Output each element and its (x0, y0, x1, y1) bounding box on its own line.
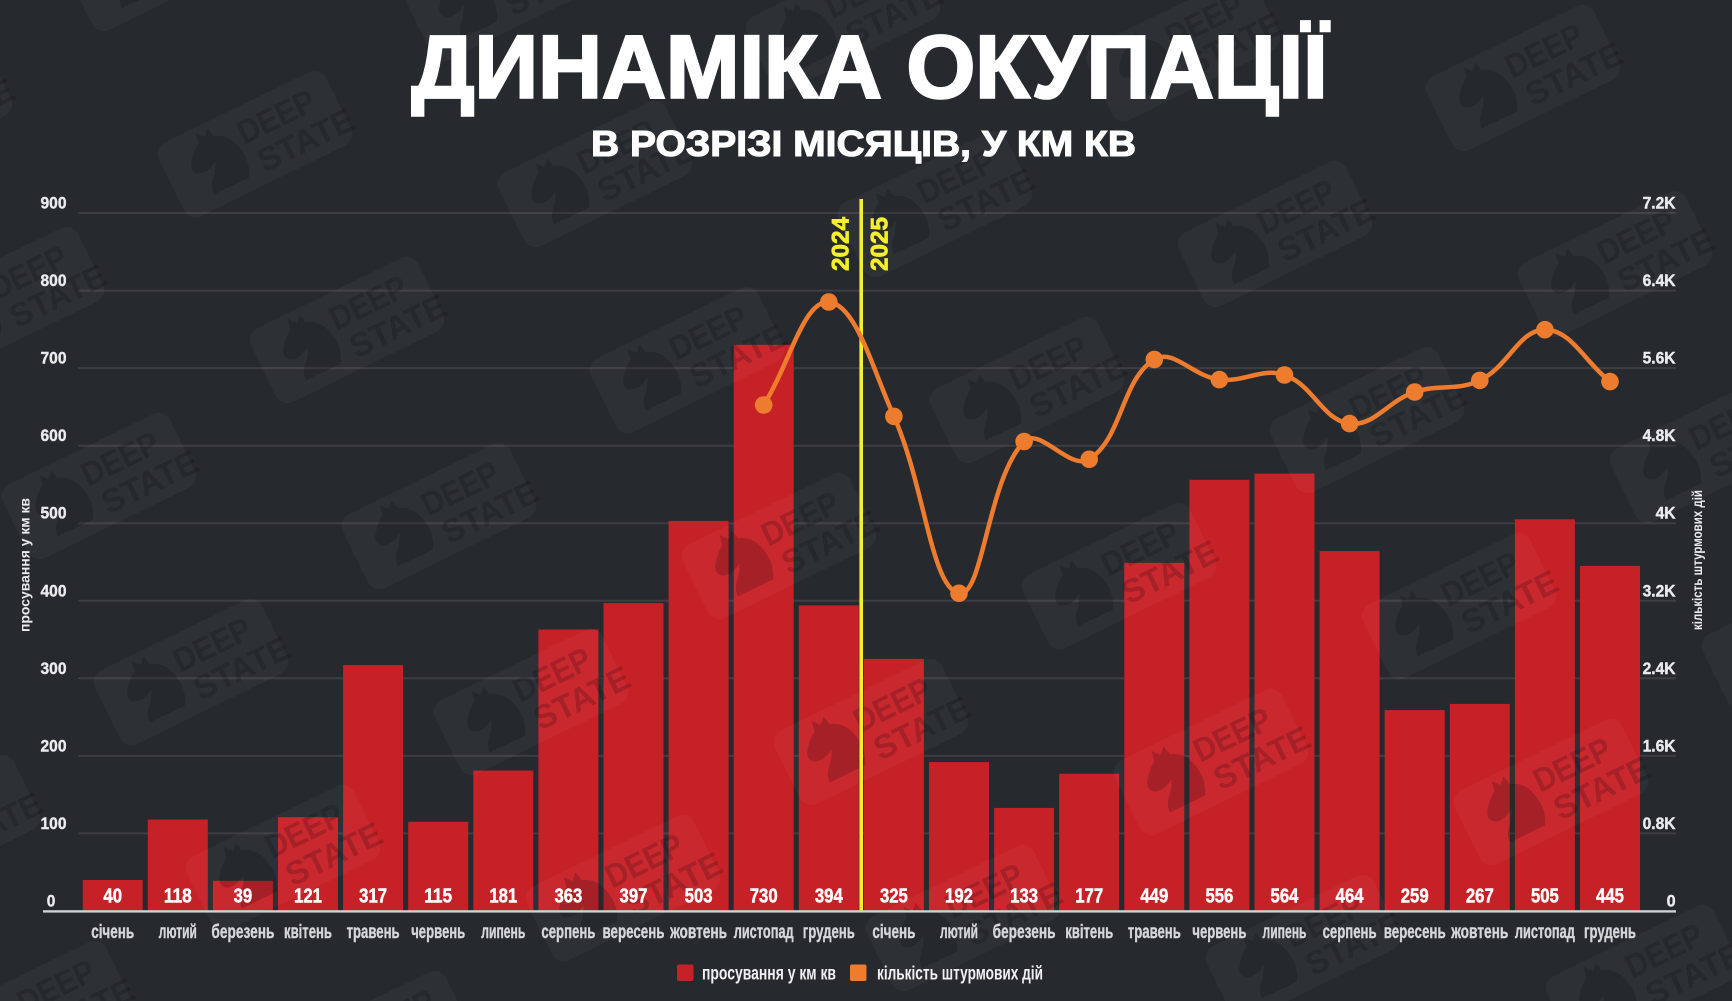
svg-text:липень: липень (481, 922, 525, 943)
svg-text:900: 900 (41, 194, 67, 213)
svg-text:березень: березень (211, 922, 274, 943)
svg-text:квітень: квітень (1065, 922, 1113, 943)
svg-text:464: 464 (1336, 886, 1365, 908)
svg-text:118: 118 (164, 886, 192, 908)
svg-text:кількість штурмових дій: кількість штурмових дій (1689, 490, 1705, 630)
svg-text:грудень: грудень (803, 922, 855, 943)
svg-text:6.4K: 6.4K (1643, 271, 1677, 290)
svg-text:жовтень: жовтень (1451, 922, 1509, 943)
svg-text:лютий: лютий (940, 922, 978, 943)
svg-text:397: 397 (620, 886, 648, 908)
svg-text:березень: березень (993, 922, 1056, 943)
svg-text:4K: 4K (1656, 504, 1677, 523)
svg-text:0: 0 (1667, 892, 1676, 911)
svg-text:400: 400 (41, 581, 67, 600)
svg-text:кількість штурмових дій: кількість штурмових дій (877, 964, 1043, 985)
svg-text:133: 133 (1010, 886, 1038, 908)
svg-text:1.6K: 1.6K (1643, 736, 1677, 755)
svg-text:липень: липень (1263, 922, 1307, 943)
svg-text:0: 0 (47, 892, 56, 911)
svg-text:ДИНАМІКА ОКУПАЦІЇ: ДИНАМІКА ОКУПАЦІЇ (412, 17, 1330, 117)
svg-text:800: 800 (41, 271, 67, 290)
svg-text:363: 363 (554, 886, 582, 908)
svg-text:листопад: листопад (734, 922, 794, 943)
svg-text:300: 300 (41, 659, 67, 678)
svg-text:449: 449 (1140, 886, 1168, 908)
svg-text:39: 39 (234, 886, 253, 908)
svg-text:500: 500 (41, 504, 67, 523)
svg-text:445: 445 (1596, 886, 1624, 908)
svg-text:317: 317 (359, 886, 387, 908)
svg-text:червень: червень (411, 922, 465, 943)
svg-text:листопад: листопад (1515, 922, 1575, 943)
svg-text:жовтень: жовтень (669, 922, 727, 943)
svg-text:730: 730 (750, 886, 778, 908)
svg-text:2025: 2025 (867, 217, 894, 271)
svg-text:325: 325 (880, 886, 908, 908)
svg-text:556: 556 (1205, 886, 1233, 908)
svg-text:503: 503 (685, 886, 713, 908)
svg-text:394: 394 (815, 886, 844, 908)
svg-text:квітень: квітень (284, 922, 332, 943)
svg-text:7.2K: 7.2K (1643, 194, 1677, 213)
svg-text:259: 259 (1401, 886, 1429, 908)
svg-text:505: 505 (1531, 886, 1559, 908)
svg-text:просування у км кв: просування у км кв (702, 964, 836, 985)
svg-text:травень: травень (1128, 922, 1181, 943)
svg-text:червень: червень (1192, 922, 1246, 943)
svg-text:просування у км кв: просування у км кв (17, 498, 33, 632)
svg-text:0.8K: 0.8K (1643, 814, 1677, 833)
svg-text:100: 100 (41, 814, 67, 833)
svg-text:267: 267 (1466, 886, 1494, 908)
svg-text:40: 40 (103, 886, 122, 908)
svg-text:5.6K: 5.6K (1643, 349, 1677, 368)
svg-text:серпень: серпень (1323, 922, 1377, 943)
svg-text:200: 200 (41, 736, 67, 755)
svg-text:В РОЗРІЗІ МІСЯЦІВ, У КМ КВ: В РОЗРІЗІ МІСЯЦІВ, У КМ КВ (591, 123, 1136, 164)
svg-text:115: 115 (424, 886, 452, 908)
svg-text:вересень: вересень (603, 922, 665, 943)
svg-text:2.4K: 2.4K (1643, 659, 1677, 678)
svg-text:серпень: серпень (541, 922, 595, 943)
svg-text:121: 121 (294, 886, 322, 908)
svg-text:600: 600 (41, 426, 67, 445)
svg-text:177: 177 (1075, 886, 1103, 908)
svg-text:травень: травень (347, 922, 400, 943)
svg-text:лютий: лютий (159, 922, 197, 943)
svg-text:2024: 2024 (828, 216, 855, 271)
svg-text:181: 181 (489, 886, 517, 908)
svg-text:192: 192 (945, 886, 973, 908)
svg-text:січень: січень (872, 922, 915, 943)
svg-text:700: 700 (41, 349, 67, 368)
svg-text:вересень: вересень (1384, 922, 1446, 943)
svg-text:4.8K: 4.8K (1643, 426, 1677, 445)
svg-text:січень: січень (91, 922, 134, 943)
svg-text:грудень: грудень (1584, 922, 1636, 943)
svg-text:3.2K: 3.2K (1643, 581, 1677, 600)
svg-text:564: 564 (1271, 886, 1300, 908)
